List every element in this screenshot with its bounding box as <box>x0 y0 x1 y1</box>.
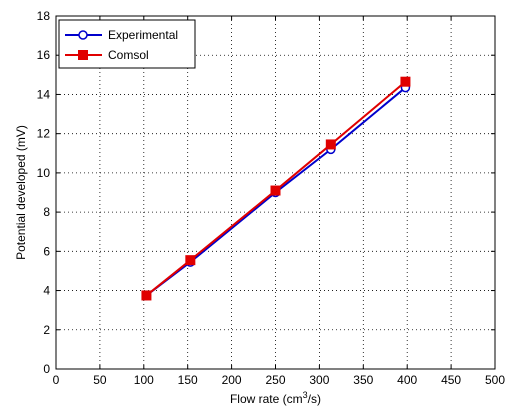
x-tick-label: 50 <box>93 373 107 387</box>
legend-label-experimental: Experimental <box>108 28 178 42</box>
ticks: 0 50 100 150 200 250 300 350 400 450 500 0 2 4 6 8 10 12 1… <box>37 9 506 387</box>
data-point-comsol <box>141 290 152 301</box>
x-axis-title: Flow rate (cm3/s) <box>230 390 321 406</box>
x-tick-label: 350 <box>353 373 373 387</box>
x-tick-label: 150 <box>178 373 198 387</box>
x-tick-label: 450 <box>441 373 461 387</box>
x-tick-label: 250 <box>265 373 285 387</box>
data-point-comsol <box>185 255 196 266</box>
y-tick-label: 8 <box>43 205 50 219</box>
y-tick-label: 18 <box>37 9 51 23</box>
x-tick-label: 500 <box>485 373 505 387</box>
legend-marker-experimental <box>78 30 88 40</box>
y-tick-label: 10 <box>37 166 51 180</box>
y-axis-title: Potential developed (mV) <box>14 125 28 260</box>
data-point-comsol <box>270 185 281 196</box>
y-tick-label: 2 <box>43 323 50 337</box>
data-point-comsol <box>400 76 411 87</box>
y-tick-label: 6 <box>43 244 50 258</box>
x-tick-label: 100 <box>134 373 154 387</box>
legend-marker-comsol <box>78 50 88 60</box>
series-layer <box>141 76 411 301</box>
x-tick-label: 200 <box>222 373 242 387</box>
y-tick-label: 4 <box>43 284 50 298</box>
legend-label-comsol: Comsol <box>108 48 149 62</box>
y-tick-label: 16 <box>37 48 51 62</box>
data-point-comsol <box>325 139 336 150</box>
y-tick-label: 12 <box>37 127 51 141</box>
x-tick-label: 400 <box>397 373 417 387</box>
legend: Experimental Comsol <box>58 19 196 69</box>
x-tick-label: 0 <box>53 373 60 387</box>
x-tick-label: 300 <box>309 373 329 387</box>
y-tick-label: 0 <box>43 362 50 376</box>
y-tick-label: 14 <box>37 87 51 101</box>
